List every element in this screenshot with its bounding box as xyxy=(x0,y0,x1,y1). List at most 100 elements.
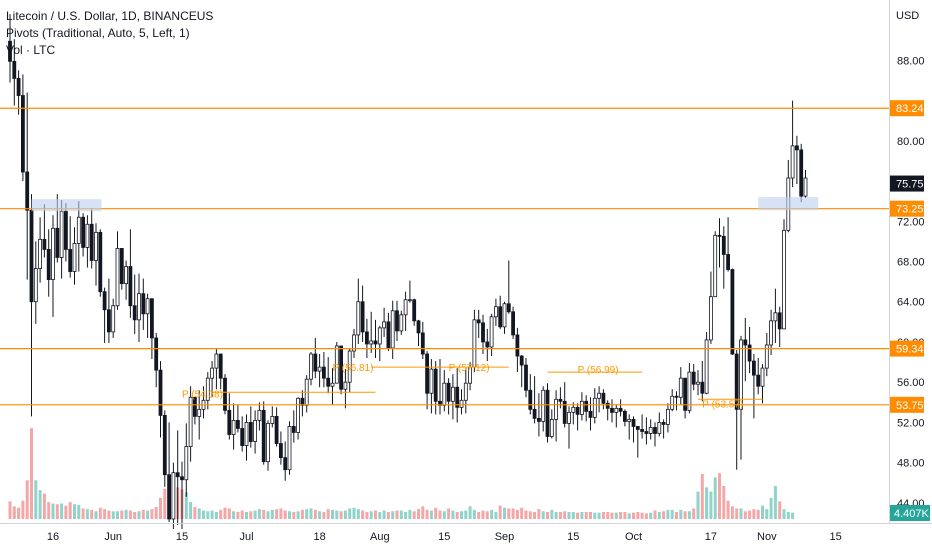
volume-bar xyxy=(425,509,429,519)
volume-bar xyxy=(77,504,81,519)
candle-body xyxy=(756,374,761,387)
volume-bar xyxy=(270,509,274,519)
candle-body xyxy=(59,210,64,258)
candle-body xyxy=(515,334,520,357)
candle-body xyxy=(102,291,107,311)
volume-bar xyxy=(193,507,197,519)
volume-bar xyxy=(335,510,339,519)
volume-bar xyxy=(705,487,709,519)
candle-body xyxy=(364,331,369,345)
legend-symbol: Litecoin / U.S. Dollar, 1D, BINANCEUS xyxy=(6,9,214,23)
candle-body xyxy=(244,422,249,446)
candle-body xyxy=(524,364,528,391)
candle-body xyxy=(395,310,399,332)
candle-body xyxy=(377,327,382,345)
volume-bar xyxy=(490,509,494,519)
time-tick-label: Oct xyxy=(625,531,642,543)
volume-bar xyxy=(528,511,532,519)
volume-bar xyxy=(17,507,21,519)
candle-body xyxy=(8,40,12,62)
candle-body xyxy=(481,322,485,343)
highlight-box xyxy=(31,199,102,212)
candle-body xyxy=(188,396,193,447)
price-tick-label: 48.00 xyxy=(897,458,925,470)
volume-bar xyxy=(98,507,102,519)
candle-body xyxy=(326,377,331,387)
volume-bar xyxy=(146,510,150,519)
price-tick-label: 80.00 xyxy=(897,136,925,148)
volume-bar xyxy=(485,511,489,519)
volume-bar xyxy=(137,511,141,519)
candle-body xyxy=(764,344,769,369)
volume-bar xyxy=(550,509,554,519)
candle-body xyxy=(81,216,85,248)
candle-body xyxy=(687,371,692,411)
price-badge xyxy=(890,200,924,217)
candle-body xyxy=(635,426,640,430)
candle-body xyxy=(321,366,326,379)
volume-bar xyxy=(472,509,476,519)
candle-body xyxy=(231,420,236,435)
volume-bar xyxy=(154,507,158,519)
volume-bar xyxy=(47,502,51,519)
volume-bar xyxy=(769,497,773,519)
volume-bar xyxy=(670,509,674,519)
volume-bar xyxy=(786,511,790,519)
candle-body xyxy=(270,415,275,424)
candle-body xyxy=(571,406,576,413)
price-badge xyxy=(890,340,924,357)
volume-bar xyxy=(584,511,588,519)
candle-body xyxy=(644,431,649,434)
volume-bar xyxy=(666,509,670,519)
candle-body xyxy=(339,345,344,390)
candle-body xyxy=(696,381,700,385)
candle-body xyxy=(369,340,374,345)
volume-bar xyxy=(382,510,386,519)
candle-body xyxy=(618,407,623,412)
candle-body xyxy=(72,242,77,272)
volume-bar xyxy=(700,473,704,519)
volume-bar xyxy=(417,509,420,519)
volume-bar xyxy=(606,511,610,519)
volume-bar xyxy=(133,511,137,519)
candle-body xyxy=(317,366,322,372)
volume-bar xyxy=(103,509,107,519)
volume-bar xyxy=(610,512,614,519)
candle-body xyxy=(12,60,17,79)
candle-body xyxy=(240,428,245,446)
volume-bar xyxy=(85,509,89,519)
candle-body xyxy=(532,408,537,419)
time-tick-label: 18 xyxy=(313,531,325,543)
candle-body xyxy=(446,382,451,402)
volume-bar xyxy=(12,506,16,519)
candle-body xyxy=(584,400,589,412)
candle-body xyxy=(558,398,563,402)
candle-body xyxy=(46,249,51,281)
candle-body xyxy=(777,312,782,330)
volume-bar xyxy=(627,513,631,519)
volume-bar xyxy=(352,507,356,519)
candle-body xyxy=(124,266,128,285)
volume-bar xyxy=(438,510,442,519)
volume-bar xyxy=(124,509,128,519)
candle-body xyxy=(223,377,227,411)
candle-body xyxy=(171,472,176,520)
candle-body xyxy=(670,395,675,410)
candle-body xyxy=(416,320,421,334)
volume-bar xyxy=(623,511,627,519)
volume-bar xyxy=(429,510,433,519)
candle-body xyxy=(313,353,318,372)
volume-bar xyxy=(227,508,231,519)
volume-bar xyxy=(107,510,111,519)
volume-bar xyxy=(219,509,223,519)
price-badges: 83.24 73.25 59.34 53.75 75.75 4.407K xyxy=(890,100,930,521)
candle-body xyxy=(167,474,172,520)
price-badge-label: 53.75 xyxy=(896,400,924,412)
candle-body xyxy=(330,382,335,387)
volume-bar xyxy=(537,509,541,519)
volume-bar xyxy=(150,509,154,519)
volume-bar xyxy=(128,510,132,519)
candle-body xyxy=(541,389,546,422)
candle-body xyxy=(278,443,283,459)
